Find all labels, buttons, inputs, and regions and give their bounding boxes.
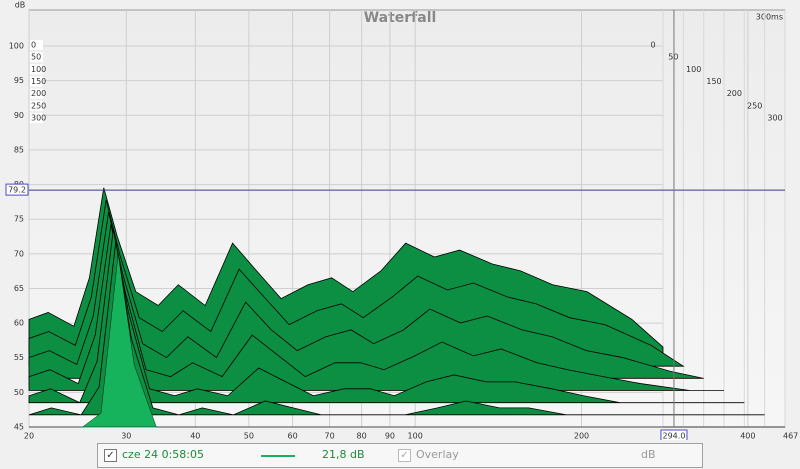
- depth-tick-label: 0: [650, 41, 655, 50]
- overlay-label[interactable]: Overlay: [416, 448, 459, 461]
- offset-value: 21,8 dB: [322, 448, 365, 461]
- y-tick-label: 50: [14, 388, 24, 397]
- depth-tick-label: 150: [706, 77, 721, 86]
- measurement-name[interactable]: cze 24 0:58:05: [122, 448, 204, 461]
- x-tick-label: 200: [574, 432, 589, 441]
- depth-tick-label: 200: [727, 89, 742, 98]
- y-tick-label: 85: [14, 145, 24, 154]
- depth-tick-box: [30, 76, 43, 87]
- depth-tick-box: [30, 40, 43, 50]
- x-tick-label: 100: [408, 432, 423, 441]
- depth-tick-label: 300: [767, 114, 782, 123]
- depth-tick-label: 100: [686, 65, 701, 74]
- cursor-x-box: [660, 429, 688, 440]
- x-tick-label: 60: [288, 432, 298, 441]
- depth-tick-box: [30, 113, 43, 123]
- waterfall-slice: [28, 212, 704, 379]
- y-tick-label: 60: [14, 319, 24, 328]
- depth-tick-label: 0: [31, 41, 36, 50]
- time-span-label: 300ms: [756, 13, 783, 22]
- chart-title: Waterfall: [364, 10, 437, 26]
- depth-tick-label: 300: [31, 114, 46, 123]
- legend-bar: ✓ cze 24 0:58:05 21,8 dB ✓ Overlay dB: [97, 443, 703, 468]
- x-tick-label: 467 Hz: [783, 432, 800, 441]
- x-tick-label: 80: [357, 432, 367, 441]
- x-tick-label: 20: [24, 432, 34, 441]
- unit-label: dB: [641, 448, 656, 461]
- y-tick-label: 100: [9, 42, 24, 51]
- y-tick-label: 70: [14, 249, 24, 258]
- depth-tick-box: [30, 52, 43, 63]
- overlay-checkbox[interactable]: ✓: [398, 449, 411, 462]
- cursor-x-label: 294.0: [663, 432, 686, 441]
- y-tick-label: 95: [14, 76, 24, 85]
- depth-tick-label: 200: [31, 89, 46, 98]
- measurement-checkbox[interactable]: ✓: [104, 449, 117, 462]
- depth-tick-label: 50: [668, 53, 678, 62]
- depth-tick-box: [30, 88, 43, 99]
- chart: Waterfall dB 300ms 45 50 55 60 65 70 75 80 85 90 9…: [5, 1, 800, 441]
- x-tick-label: 400: [740, 432, 755, 441]
- depth-tick-label: 250: [747, 101, 762, 110]
- y-tick-label: 55: [14, 353, 24, 362]
- y-tick-label: 75: [14, 215, 24, 224]
- x-tick-label: 50: [244, 432, 254, 441]
- depth-tick-box: [30, 100, 43, 111]
- y-tick-label: 65: [14, 284, 24, 293]
- depth-tick-label: 50: [31, 53, 41, 62]
- x-tick-label: 40: [190, 432, 200, 441]
- cursor-y-label: 79.2: [8, 186, 26, 195]
- y-unit: dB: [15, 1, 26, 10]
- x-tick-label: 70: [325, 432, 335, 441]
- y-tick-label: 90: [14, 111, 24, 120]
- depth-tick-label: 100: [31, 65, 46, 74]
- legend-line: [261, 455, 295, 457]
- cursor-y-box: [5, 183, 29, 196]
- y-tick-label: 45: [14, 423, 24, 432]
- x-tick-label: 30: [121, 432, 131, 441]
- depth-tick-label: 250: [31, 101, 46, 110]
- x-tick-label: 90: [385, 432, 395, 441]
- waterfall-slice: [29, 253, 785, 428]
- depth-tick-label: 150: [31, 77, 46, 86]
- depth-tick-box: [30, 64, 43, 75]
- waterfall-slice: [28, 199, 685, 367]
